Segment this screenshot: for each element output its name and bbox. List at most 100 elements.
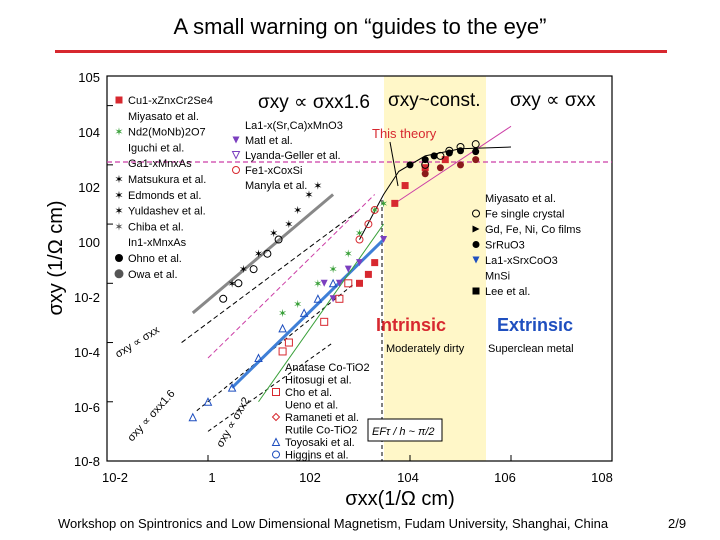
legend-marker: ✶ <box>114 221 123 233</box>
regime-header-left: σxy ∝ σxx1.6 <box>258 92 370 113</box>
data-point <box>328 278 338 288</box>
data-point <box>370 205 379 214</box>
x-tick-label: 104 <box>397 470 419 485</box>
x-tick-label: 10-2 <box>102 470 128 485</box>
data-point <box>188 412 198 422</box>
legend-marker <box>272 450 280 459</box>
data-point <box>421 164 429 172</box>
legend-label: Iguchi et al. <box>128 142 184 154</box>
regime-header-mid: σxy~const. <box>388 90 481 111</box>
data-point <box>472 156 480 164</box>
data-point: ✶ <box>313 278 322 290</box>
legend-marker <box>271 412 281 422</box>
legend-label: La1-xSrxCoO3 <box>485 255 558 267</box>
legend-label: Higgins et al. <box>285 450 349 462</box>
legend-marker <box>472 241 480 248</box>
legend-label: La1-x(Sr,Ca)xMnO3 <box>245 120 343 132</box>
data-point: ✶ <box>313 181 322 193</box>
legend-marker: ✶ <box>114 174 123 186</box>
legend-marker: ✶ <box>114 206 123 218</box>
x-tick-label: 1 <box>208 470 215 485</box>
data-point <box>421 170 429 178</box>
y-tick-label: 102 <box>78 180 100 195</box>
data-point <box>254 353 263 363</box>
legend-label: SrRuO3 <box>485 240 525 252</box>
x-tick-label: 108 <box>591 470 613 485</box>
legend-label: Lee et al. <box>485 286 530 298</box>
legend-label: Chiba et al. <box>128 221 184 233</box>
regime-header-right: σxy ∝ σxx <box>510 90 596 111</box>
data-point: ✶ <box>254 249 263 261</box>
guide-dashed-line <box>181 209 360 343</box>
legend-label: Fe single crystal <box>485 209 564 221</box>
guide-magenta-line <box>394 125 512 204</box>
data-point <box>234 279 243 288</box>
legend-label: Yuldashev et al. <box>128 206 206 218</box>
legend-marker: ✶ <box>114 190 123 202</box>
data-point <box>406 161 414 169</box>
legend-marker <box>114 269 124 279</box>
data-point <box>278 347 287 356</box>
legend-label: Miyasato et al. <box>485 193 556 205</box>
data-point <box>355 235 364 244</box>
data-point <box>356 259 363 267</box>
data-point <box>401 182 409 190</box>
legend-marker <box>472 256 480 264</box>
guide-lines <box>181 125 512 432</box>
formula-box <box>367 418 443 442</box>
legend-label: Rutile Co-TiO2 <box>285 425 357 437</box>
data-point <box>344 279 353 288</box>
legend-marker <box>472 209 480 218</box>
legend-label: Manyla et al. <box>245 180 307 192</box>
legend-label: Cho et al. <box>285 387 332 399</box>
y-tick-label: 100 <box>78 235 100 250</box>
data-point <box>364 220 373 229</box>
legend-label: Ueno et al. <box>285 400 338 412</box>
legend-label: Toyosaki et al. <box>285 437 355 449</box>
data-point: ✶ <box>379 198 388 210</box>
data-point: ✶ <box>293 205 302 217</box>
legend-label: Miyasato et al. <box>128 111 199 123</box>
data-point <box>203 397 213 406</box>
legend-label: Matl et al. <box>245 135 293 147</box>
slope-label-2: σxy ∝ σxx1.6 <box>125 388 177 444</box>
data-point <box>344 265 352 273</box>
data-point <box>457 147 464 155</box>
legend-label: Ramaneti et al. <box>285 412 359 424</box>
legend-label: In1-xMnxAs <box>128 237 187 249</box>
data-point: ✶ <box>293 299 302 311</box>
legend-label: Edmonds et al. <box>128 190 201 202</box>
y-tick-label: 105 <box>78 70 100 85</box>
guide-dashed-line <box>207 342 334 432</box>
legend-marker <box>271 437 281 446</box>
legend-marker <box>272 388 280 396</box>
intrinsic-label: Intrinsic <box>376 315 446 335</box>
moderately-dirty-band <box>384 76 486 461</box>
legend-label: MnSi <box>485 271 510 283</box>
legend-label: Hitosugi et al. <box>285 375 352 387</box>
y-axis-title: σxy (1/Ω cm) <box>45 200 67 315</box>
data-marks: ✶✶✶✶✶✶✶✶✶✶✶✶✶✶✶✶ <box>188 140 480 422</box>
x-tick-label: 106 <box>494 470 516 485</box>
moderately-dirty-label: Moderately dirty <box>386 343 465 355</box>
legend-label: Owa et al. <box>128 269 178 281</box>
extrinsic-label: Extrinsic <box>497 315 573 335</box>
legend-marker <box>472 225 480 233</box>
formula-label: EFτ / h ~ π/2 <box>372 426 435 438</box>
slide-title: A small warning on “guides to the eye” <box>173 14 547 39</box>
data-point: ✶ <box>355 228 364 240</box>
y-tick-label: 104 <box>78 125 100 140</box>
data-point: ✶ <box>370 205 379 217</box>
data-point <box>364 270 372 278</box>
data-point <box>391 199 399 207</box>
data-point <box>329 295 337 303</box>
legend-label: Ohno et al. <box>128 253 182 265</box>
data-point <box>278 323 287 333</box>
data-point <box>284 338 293 347</box>
data-point <box>263 249 272 258</box>
data-point <box>436 164 444 172</box>
data-point: ✶ <box>304 189 313 201</box>
legend-marker <box>231 151 241 160</box>
